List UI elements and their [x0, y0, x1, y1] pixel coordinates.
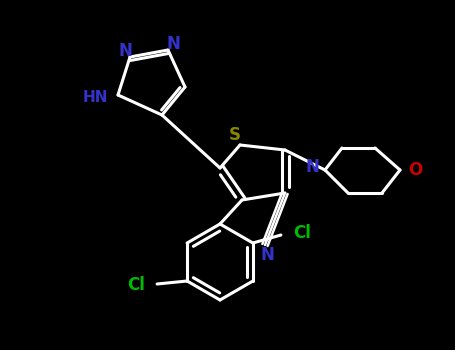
Text: Cl: Cl [127, 276, 145, 294]
Text: O: O [408, 161, 422, 179]
Text: N: N [305, 158, 319, 176]
Text: N: N [166, 35, 180, 53]
Text: N: N [260, 246, 274, 264]
Text: N: N [118, 42, 132, 60]
Text: S: S [229, 126, 241, 144]
Text: HN: HN [82, 90, 108, 105]
Text: Cl: Cl [293, 224, 311, 242]
